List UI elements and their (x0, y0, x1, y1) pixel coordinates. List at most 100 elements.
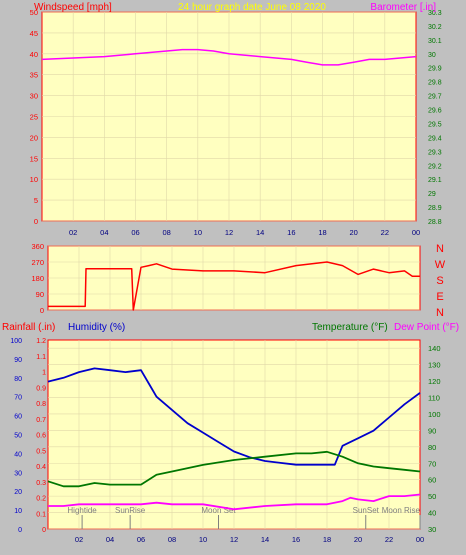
windspeed-tick-label: 10 (30, 175, 38, 184)
rainfall-tick-label: 1.2 (36, 338, 46, 345)
rainfall-tick-label: 0.9 (36, 385, 46, 392)
temperature-tick-label: 60 (428, 476, 436, 485)
windspeed-tick-label: 40 (30, 50, 38, 59)
barometer-tick-label: 29.6 (428, 108, 442, 115)
x-tick-label: 00 (412, 228, 420, 237)
dewpoint-axis-label: Dew Point (°F) (394, 322, 459, 333)
x-tick-label: 04 (106, 535, 114, 544)
temperature-humidity-panel: Hightide SunRise Moon Set SunSet Moon Rise 0… (2, 322, 459, 544)
compass-label: N (436, 243, 444, 255)
x-tick-label: 16 (287, 228, 295, 237)
direction-tick-label: 0 (40, 306, 44, 315)
temperature-tick-label: 90 (428, 426, 436, 435)
x-tick-label: 18 (323, 535, 331, 544)
temperature-tick-label: 130 (428, 361, 441, 370)
temperature-tick-label: 80 (428, 443, 436, 452)
x-tick-label: 12 (230, 535, 238, 544)
x-tick-label: 10 (194, 228, 202, 237)
barometer-tick-label: 29.2 (428, 163, 442, 170)
direction-tick-label: 90 (36, 290, 44, 299)
rainfall-axis-label: Rainfall (.in) (2, 322, 55, 333)
dewpoint-line (48, 493, 421, 511)
windspeed-tick-label: 45 (30, 29, 38, 38)
humidity-tick-label: 60 (14, 414, 22, 421)
event-label: SunRise (115, 506, 146, 515)
rainfall-tick-label: 0.7 (36, 417, 46, 424)
temperature-tick-label: 110 (428, 394, 440, 403)
humidity-tick-label: 40 (14, 451, 22, 458)
event-label: Moon Set (201, 506, 236, 515)
rainfall-tick-label: 0.5 (36, 448, 46, 455)
x-tick-label: 20 (354, 535, 362, 544)
x-tick-label: 22 (385, 535, 393, 544)
humidity-tick-label: 0 (18, 527, 22, 534)
humidity-axis-label: Humidity (%) (68, 322, 125, 333)
temperature-line (47, 450, 421, 488)
wind-barometer-panel: 0 5 10 15 20 25 30 35 40 45 50 28.8 28.9 29 29.1 29.2 2… (30, 2, 442, 237)
barometer-tick-label: 29.3 (428, 149, 442, 156)
temperature-tick-label: 40 (428, 509, 436, 518)
rainfall-tick-label: 0.1 (36, 511, 46, 518)
temperature-tick-label: 100 (428, 410, 441, 419)
compass-label: S (436, 275, 443, 287)
rainfall-tick-label: 1 (42, 370, 46, 377)
windspeed-tick-label: 50 (30, 8, 38, 17)
rainfall-tick-label: 0.6 (36, 433, 46, 440)
event-label: Hightide (67, 506, 97, 515)
x-tick-label: 06 (137, 535, 145, 544)
temperature-tick-label: 50 (428, 492, 436, 501)
x-tick-label: 14 (256, 228, 264, 237)
event-label: SunSet (353, 506, 380, 515)
x-tick-label: 02 (75, 535, 83, 544)
barometer-tick-label: 28.9 (428, 205, 442, 212)
temperature-tick-label: 140 (428, 344, 441, 353)
windspeed-tick-label: 30 (30, 92, 38, 101)
barometer-tick-label: 29.4 (428, 135, 442, 142)
x-tick-label: 22 (381, 228, 389, 237)
x-tick-label: 08 (168, 535, 176, 544)
rainfall-tick-label: 0.8 (36, 401, 46, 408)
barometer-tick-label: 30.1 (428, 38, 442, 45)
barometer-tick-label: 29.9 (428, 66, 442, 73)
temperature-tick-label: 70 (428, 459, 436, 468)
x-tick-label: 14 (261, 535, 269, 544)
windspeed-tick-label: 0 (34, 217, 38, 226)
compass-label: N (436, 307, 444, 319)
barometer-tick-label: 29.1 (428, 177, 442, 184)
rainfall-tick-label: 0.2 (36, 496, 46, 503)
barometer-tick-label: 30 (428, 52, 436, 59)
direction-tick-label: 180 (31, 274, 44, 283)
temperature-tick-label: 120 (428, 377, 441, 386)
x-tick-label: 04 (100, 228, 108, 237)
temperature-axis-label: Temperature (°F) (312, 322, 388, 333)
x-tick-label: 06 (131, 228, 139, 237)
rainfall-tick-label: 0.3 (36, 480, 46, 487)
temperature-tick-label: 30 (428, 525, 436, 534)
wind-direction-line (48, 261, 420, 311)
humidity-tick-label: 20 (14, 489, 22, 496)
x-tick-label: 10 (199, 535, 207, 544)
windspeed-axis-label: Windspeed [mph] (34, 2, 112, 13)
chart-title: 24 hour graph date June 08 2020 (178, 2, 326, 13)
direction-tick-label: 360 (31, 242, 44, 251)
humidity-tick-label: 50 (14, 433, 22, 440)
compass-label: E (436, 291, 443, 303)
barometer-line (41, 48, 417, 66)
rainfall-tick-label: 1.1 (36, 354, 46, 361)
windspeed-tick-label: 20 (30, 133, 38, 142)
windspeed-tick-label: 35 (30, 71, 38, 80)
barometer-axis-label: Barometer [.in] (370, 2, 436, 13)
x-tick-label: 18 (318, 228, 326, 237)
barometer-tick-label: 30.2 (428, 24, 442, 31)
event-label: Moon Rise (382, 506, 421, 515)
x-tick-label: 20 (349, 228, 357, 237)
humidity-tick-label: 10 (14, 508, 22, 515)
barometer-tick-label: 29.5 (428, 121, 442, 128)
humidity-tick-label: 100 (10, 338, 22, 345)
rainfall-tick-label: 0.4 (36, 464, 46, 471)
windspeed-tick-label: 25 (30, 113, 38, 122)
barometer-tick-label: 28.8 (428, 219, 442, 226)
